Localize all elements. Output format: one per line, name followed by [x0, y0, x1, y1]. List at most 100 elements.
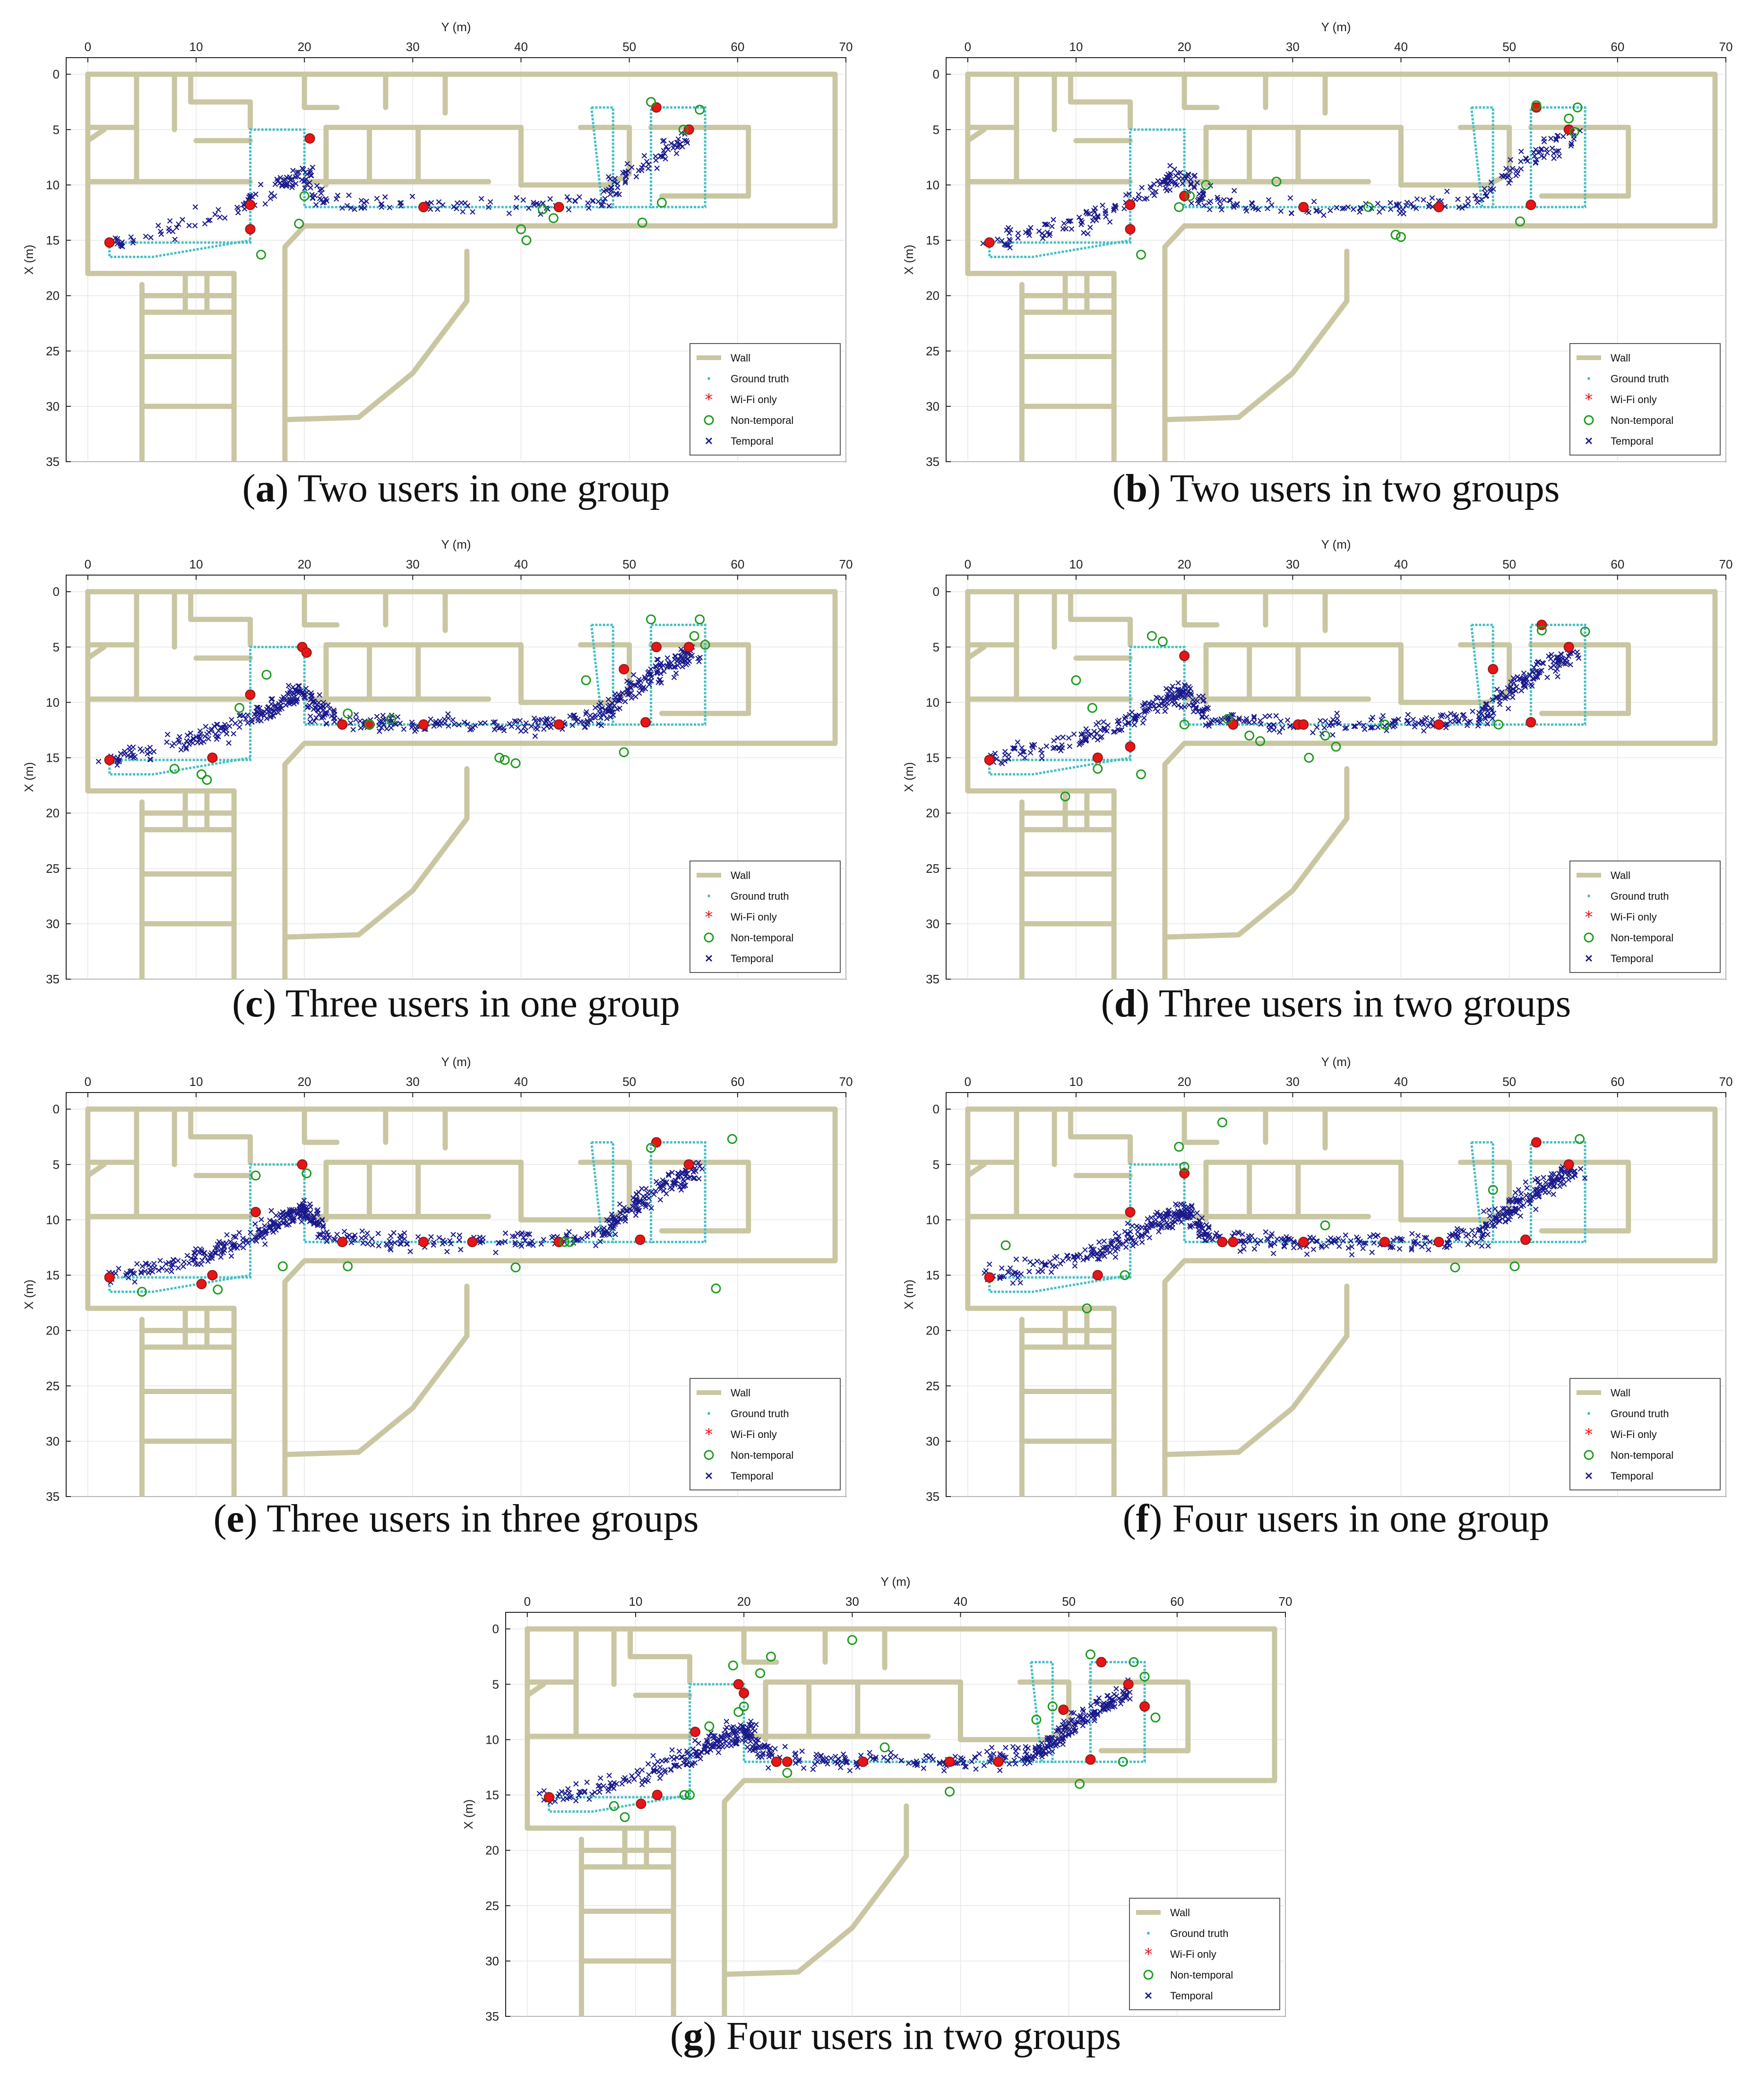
- ground-truth-path: [108, 757, 251, 776]
- temporal-point: [653, 664, 659, 670]
- temporal-point: [1427, 1239, 1433, 1245]
- legend-entry-label: Wi-Fi only: [1170, 1948, 1216, 1960]
- wall-line: [965, 1106, 1117, 1497]
- wifi-only-point: [1298, 719, 1309, 730]
- temporal-point: [1174, 695, 1180, 701]
- temporal-point: [229, 1242, 235, 1248]
- temporal-point: [388, 715, 394, 721]
- plot-content: [85, 71, 838, 462]
- temporal-point: [590, 1232, 596, 1238]
- caption-text: Four users in one group: [1172, 1497, 1550, 1541]
- temporal-point: [175, 1258, 181, 1264]
- temporal-point: [215, 207, 221, 213]
- y-tick-label: 5: [933, 122, 939, 137]
- wifi-only-point: [1525, 199, 1536, 210]
- temporal-point: [1104, 1248, 1110, 1254]
- temporal-point: [1022, 1761, 1028, 1767]
- temporal-point: [657, 662, 664, 668]
- y-tick-label: 35: [926, 1489, 939, 1504]
- temporal-point: [316, 712, 322, 717]
- temporal-point: [261, 1223, 267, 1229]
- wifi-only-point: [1228, 1237, 1239, 1248]
- temporal-point: [1139, 1232, 1145, 1239]
- temporal-point: [952, 1754, 958, 1760]
- wall-line: [628, 1626, 693, 1685]
- temporal-point: [320, 1224, 326, 1230]
- temporal-point: [1175, 680, 1181, 686]
- temporal-point: [1267, 1241, 1274, 1247]
- y-tick-label: 35: [46, 1489, 60, 1504]
- temporal-point: [193, 734, 199, 740]
- temporal-point: [436, 1235, 442, 1241]
- legend-ground-truth-swatch: [1147, 1932, 1150, 1935]
- ground-truth-path: [108, 239, 251, 258]
- temporal-point: [703, 1743, 709, 1749]
- temporal-point: [197, 728, 203, 734]
- temporal-point: [684, 1762, 690, 1767]
- x-tick-label: 10: [1069, 557, 1083, 571]
- temporal-point: [684, 1751, 690, 1756]
- temporal-point: [314, 1211, 320, 1217]
- temporal-point: [482, 720, 488, 726]
- temporal-point: [1380, 206, 1386, 211]
- temporal-point: [1443, 725, 1449, 731]
- non-temporal-point: [510, 1262, 521, 1273]
- temporal-point: [1050, 1735, 1055, 1741]
- temporal-point: [724, 1739, 729, 1744]
- temporal-point: [1148, 1215, 1154, 1221]
- temporal-point: [1518, 1191, 1524, 1197]
- temporal-point: [612, 697, 618, 704]
- temporal-point: [1131, 722, 1138, 728]
- temporal-point: [1048, 1269, 1054, 1275]
- legend-entry-label: Ground truth: [1611, 890, 1669, 902]
- temporal-point: [607, 176, 613, 182]
- temporal-point: [1094, 1698, 1100, 1704]
- temporal-point: [1282, 1239, 1288, 1244]
- temporal-point: [285, 683, 292, 689]
- wall-line: [1528, 642, 1631, 716]
- temporal-point: [1551, 663, 1557, 668]
- temporal-point: [114, 241, 121, 247]
- temporal-point: [145, 751, 150, 757]
- y-tick-label: 20: [926, 806, 939, 820]
- temporal-point: [304, 689, 310, 696]
- legend-ground-truth-swatch: [1587, 895, 1590, 897]
- temporal-point: [1368, 725, 1374, 731]
- temporal-point: [1396, 716, 1401, 722]
- non-temporal-point: [521, 235, 532, 246]
- temporal-point: [470, 209, 475, 215]
- temporal-point: [541, 726, 547, 732]
- temporal-point: [294, 1207, 300, 1213]
- temporal-point: [1461, 1228, 1466, 1234]
- temporal-point: [696, 1176, 702, 1182]
- non-temporal-point: [494, 753, 505, 763]
- temporal-point: [667, 1184, 673, 1190]
- temporal-point: [928, 1753, 934, 1759]
- temporal-point: [1494, 687, 1500, 692]
- temporal-point: [370, 1242, 375, 1248]
- temporal-point: [1528, 681, 1534, 688]
- y-axis-label: X (m): [461, 1799, 475, 1830]
- temporal-point: [1444, 721, 1450, 727]
- temporal-point: [677, 1184, 683, 1190]
- temporal-point: [1574, 649, 1580, 655]
- temporal-point: [334, 196, 339, 202]
- y-tick-label: 10: [926, 695, 939, 709]
- temporal-point: [523, 728, 529, 734]
- x-tick-label: 70: [839, 40, 853, 54]
- non-temporal-point: [500, 755, 510, 765]
- wall-line: [1181, 1106, 1220, 1145]
- temporal-point: [1475, 723, 1481, 729]
- non-temporal-point: [1047, 1701, 1058, 1712]
- temporal-point: [1203, 1237, 1208, 1243]
- temporal-point: [1191, 698, 1198, 705]
- temporal-point: [565, 1786, 571, 1792]
- temporal-point: [1484, 721, 1491, 727]
- temporal-point: [597, 710, 603, 716]
- temporal-point: [192, 1261, 198, 1267]
- temporal-point: [1265, 206, 1270, 211]
- temporal-point: [383, 1241, 389, 1247]
- non-temporal-point: [1363, 202, 1374, 212]
- temporal-point: [711, 1743, 716, 1749]
- temporal-point: [188, 1256, 194, 1261]
